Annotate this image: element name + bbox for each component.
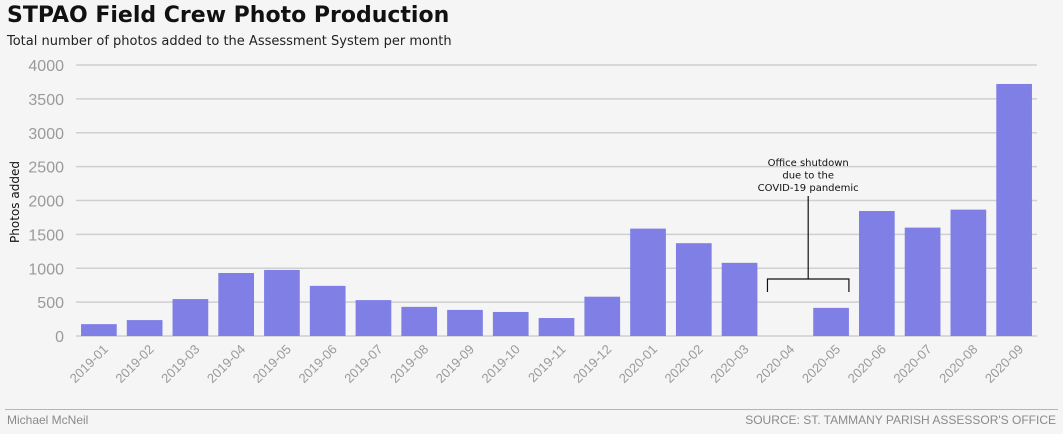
x-tick-label: 2020-03 <box>707 342 751 386</box>
bar-2020-08 <box>950 209 987 336</box>
x-tick-label: 2020-04 <box>753 342 797 386</box>
bar-2019-10 <box>492 311 529 336</box>
bar-2019-11 <box>538 318 575 336</box>
x-tick-label: 2020-09 <box>982 342 1026 386</box>
bar-2019-06 <box>309 285 346 336</box>
bar-chart: 0 500 1000 1500 2000 2500 3000 3500 4000 2019-01… <box>8 58 1037 386</box>
x-axis-ticks: 2019-01 2019-02 2019-03 2019-04 2019-05 2019-… <box>67 342 1027 386</box>
x-tick-label: 2020-06 <box>845 342 889 386</box>
bar-2019-08 <box>401 306 438 336</box>
source-text: SOURCE: ST. TAMMANY PARISH ASSESSOR'S OF… <box>745 413 1056 427</box>
bar-2019-02 <box>126 320 163 336</box>
bar-2020-02 <box>675 243 712 336</box>
x-tick-label: 2019-07 <box>341 342 385 386</box>
annotation-text: due to the <box>782 171 834 182</box>
x-tick-label: 2019-03 <box>158 342 202 386</box>
bar-2020-09 <box>996 83 1032 336</box>
bar-2020-05 <box>813 307 849 336</box>
bar-series <box>81 83 1032 336</box>
bar-2019-01 <box>81 324 117 336</box>
annotation-text: COVID-19 pandemic <box>758 183 859 194</box>
bar-2019-09 <box>447 309 483 336</box>
x-tick-label: 2020-01 <box>616 342 660 386</box>
x-tick-label: 2020-07 <box>890 342 934 386</box>
x-tick-label: 2019-01 <box>67 342 111 386</box>
x-tick-label: 2019-02 <box>112 342 156 386</box>
annotation-bracket <box>766 278 850 292</box>
y-tick-label: 500 <box>37 295 64 312</box>
bar-2019-04 <box>218 272 255 336</box>
x-tick-label: 2019-04 <box>204 342 248 386</box>
x-tick-label: 2019-06 <box>295 342 339 386</box>
x-tick-label: 2020-08 <box>936 342 980 386</box>
bar-2020-03 <box>721 262 758 336</box>
bar-2019-03 <box>172 299 209 336</box>
bar-2020-01 <box>630 228 666 336</box>
y-tick-label: 3500 <box>28 92 64 109</box>
footer-divider <box>5 409 1058 410</box>
x-tick-label: 2020-02 <box>662 342 706 386</box>
chart-subtitle: Total number of photos added to the Asse… <box>7 34 452 49</box>
bar-2019-12 <box>584 296 621 336</box>
y-tick-label: 2500 <box>28 160 64 177</box>
y-axis-ticks: 0 500 1000 1500 2000 2500 3000 3500 4000 <box>28 58 64 346</box>
x-tick-label: 2020-05 <box>799 342 843 386</box>
annotation-text: Office shutdown <box>768 158 849 169</box>
x-tick-label: 2019-09 <box>433 342 477 386</box>
bar-2019-05 <box>264 269 300 336</box>
y-tick-label: 3000 <box>28 126 64 143</box>
x-tick-label: 2019-12 <box>570 342 614 386</box>
y-tick-label: 4000 <box>28 58 64 75</box>
y-tick-label: 1000 <box>28 261 64 278</box>
x-tick-label: 2019-10 <box>479 342 523 386</box>
y-tick-label: 1500 <box>28 227 64 244</box>
y-tick-label: 0 <box>55 329 64 346</box>
chart-title: STPAO Field Crew Photo Production <box>7 3 450 28</box>
x-tick-label: 2019-05 <box>250 342 294 386</box>
x-tick-label: 2019-11 <box>525 342 569 386</box>
x-tick-label: 2019-08 <box>387 342 431 386</box>
bar-2019-07 <box>355 300 392 336</box>
credit-text: Michael McNeil <box>7 413 89 427</box>
bar-2020-07 <box>904 227 941 336</box>
bar-2020-06 <box>858 211 895 336</box>
y-tick-label: 2000 <box>28 194 64 211</box>
y-axis-label: Photos added <box>8 161 22 243</box>
